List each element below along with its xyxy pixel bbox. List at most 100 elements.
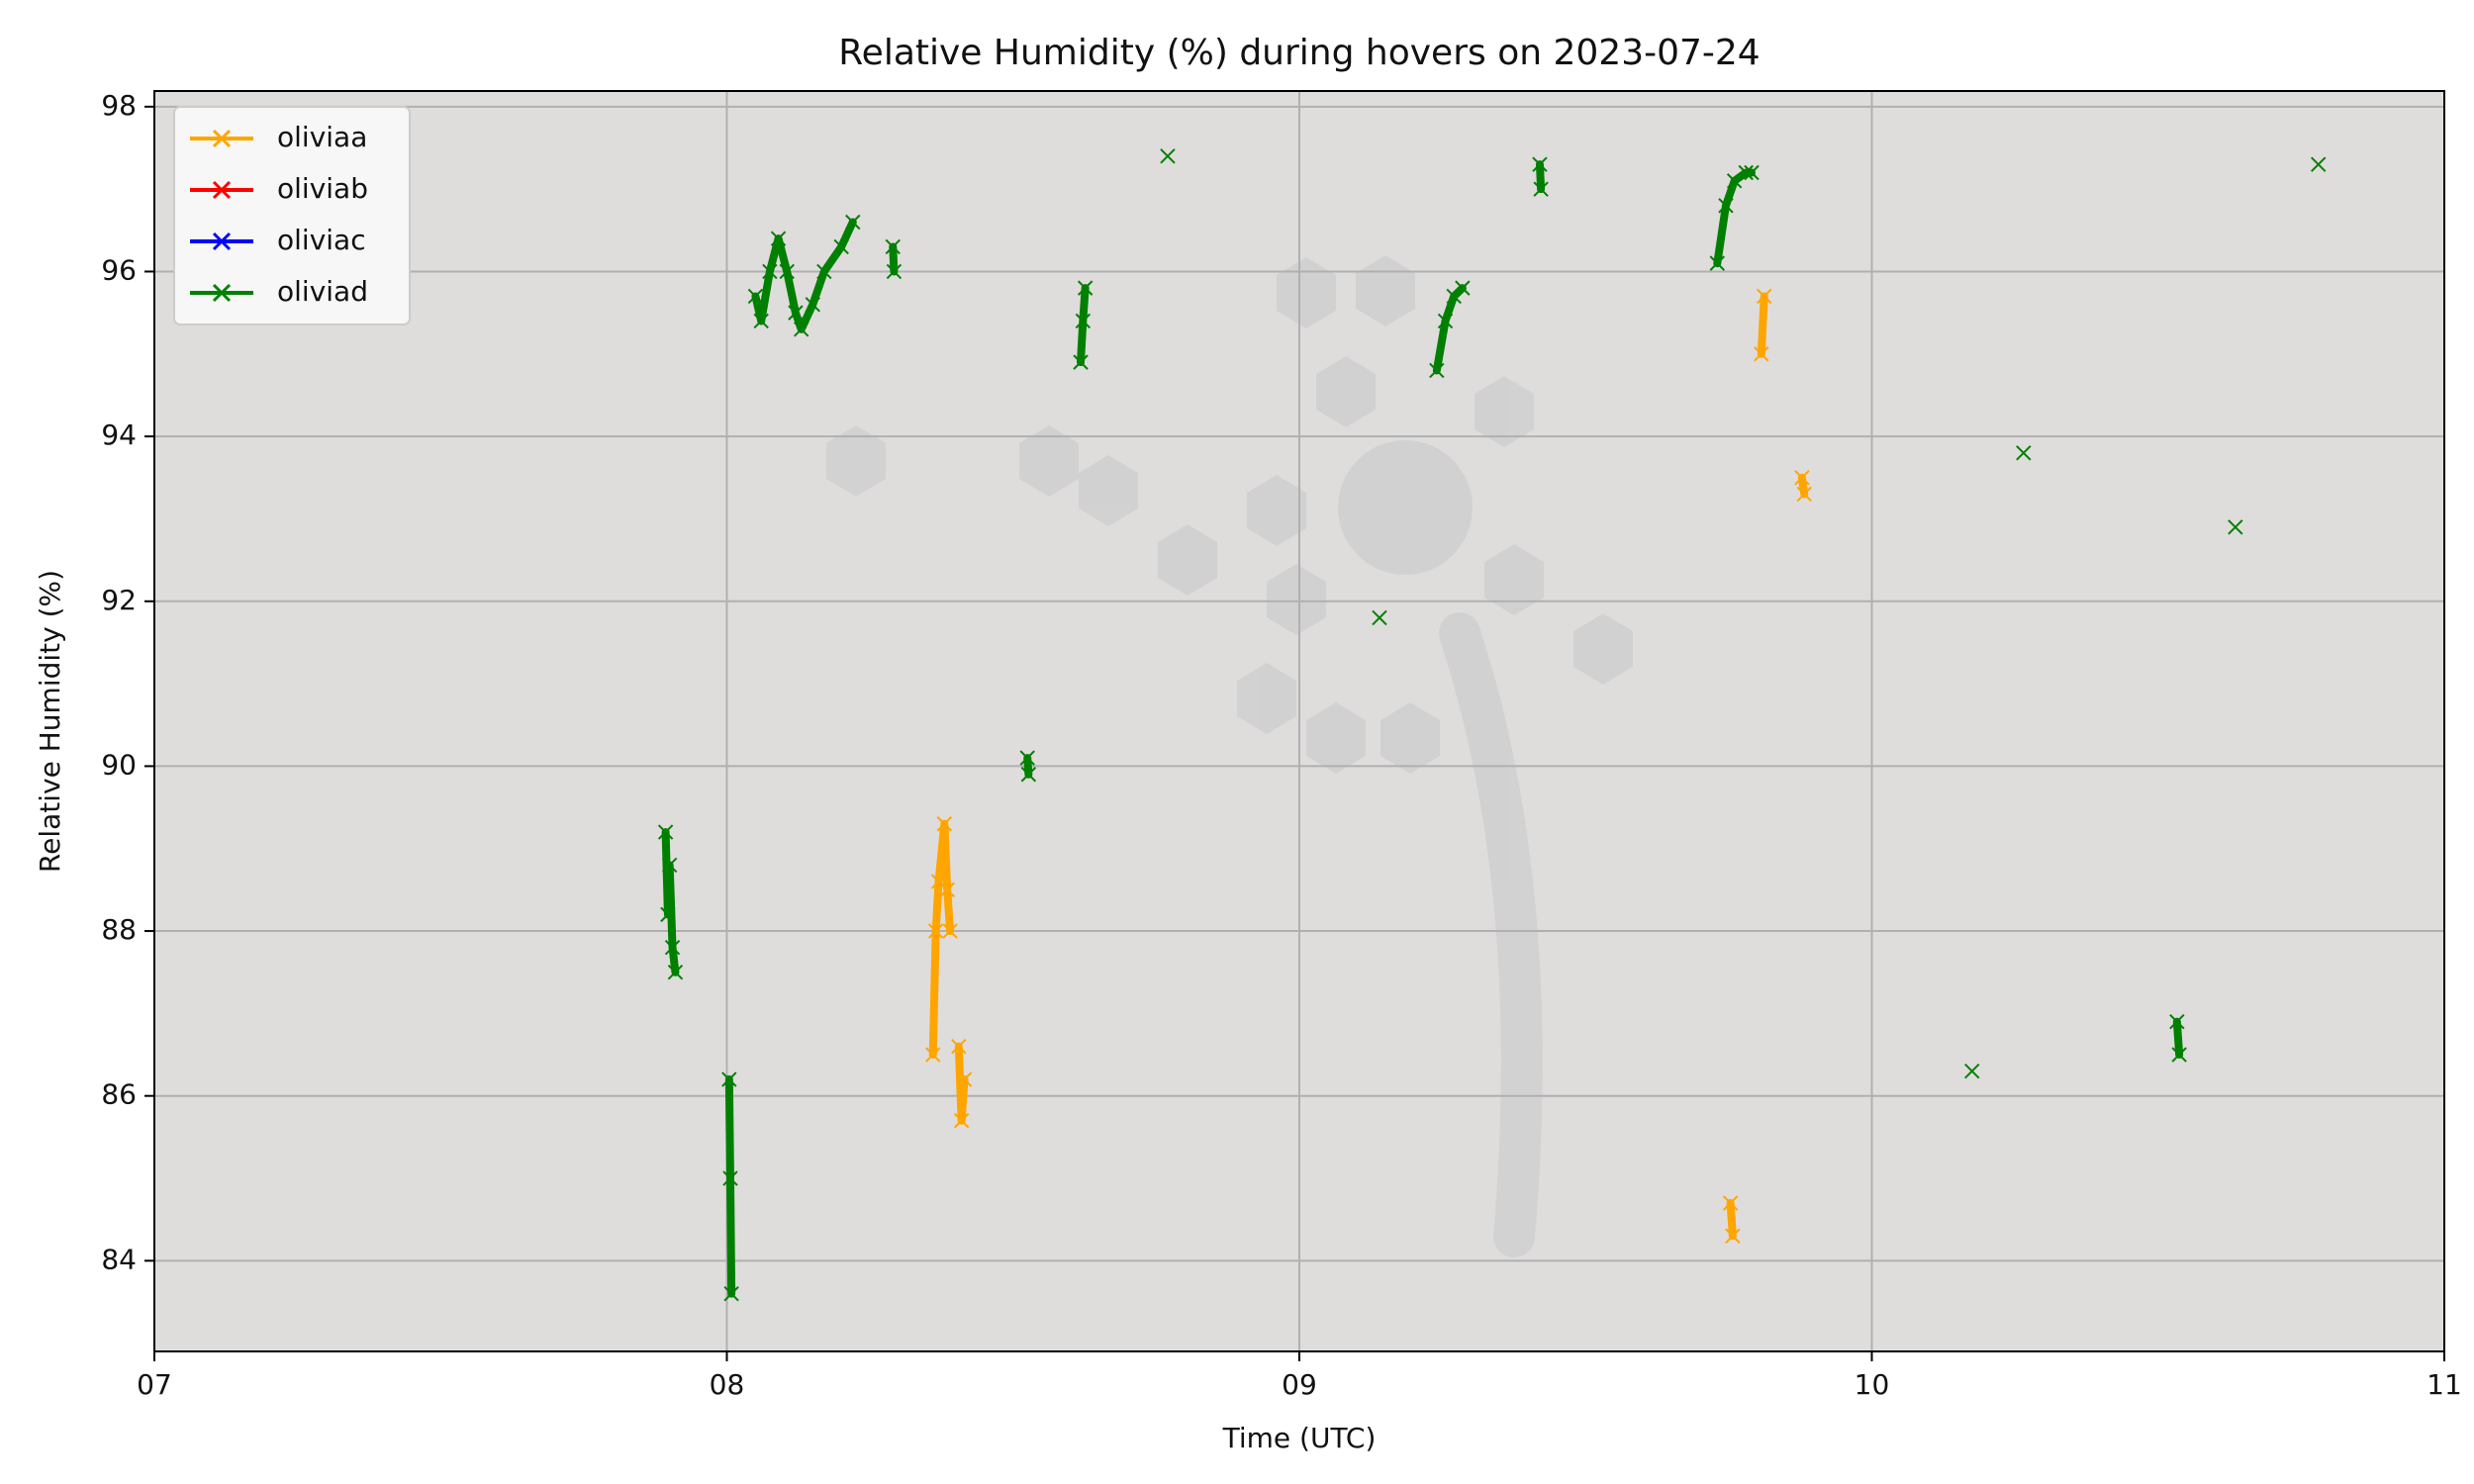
legend: oliviaa oliviab oliviac oliviad bbox=[173, 106, 411, 325]
y-tick-label: 94 bbox=[101, 418, 137, 451]
x-axis-label: Time (UTC) bbox=[1222, 1422, 1377, 1454]
series-line bbox=[1023, 754, 1033, 779]
watermark-hex bbox=[1306, 702, 1366, 774]
marker bbox=[942, 923, 958, 939]
marker bbox=[1533, 181, 1549, 197]
legend-label: oliviad bbox=[277, 275, 368, 308]
watermark-hex bbox=[1158, 524, 1217, 596]
marker bbox=[770, 231, 787, 246]
x-tick-label: 07 bbox=[137, 1368, 172, 1401]
y-axis-label: Relative Humidity (%) bbox=[34, 570, 66, 873]
marker bbox=[2228, 519, 2243, 535]
marker bbox=[788, 305, 804, 321]
marker bbox=[2311, 156, 2327, 172]
marker bbox=[1757, 288, 1772, 305]
marker bbox=[805, 297, 820, 313]
marker bbox=[939, 881, 955, 898]
y-tick-label: 86 bbox=[101, 1078, 137, 1111]
watermark-stem bbox=[1439, 612, 1543, 1257]
marker bbox=[762, 263, 778, 280]
marker bbox=[793, 322, 809, 337]
watermark-hex bbox=[1247, 475, 1306, 546]
marker bbox=[2171, 1047, 2187, 1063]
watermark-hex bbox=[1237, 663, 1296, 734]
marker bbox=[212, 180, 232, 200]
marker bbox=[747, 288, 764, 305]
legend-box bbox=[173, 106, 411, 325]
series-line bbox=[1797, 473, 1809, 499]
watermark-hex bbox=[826, 425, 886, 497]
marker bbox=[936, 816, 953, 832]
legend-label: oliviab bbox=[277, 172, 368, 205]
marker bbox=[1794, 470, 1810, 486]
watermark-hex bbox=[1019, 425, 1079, 497]
marker bbox=[212, 283, 232, 303]
marker bbox=[1718, 198, 1734, 214]
marker bbox=[1160, 148, 1176, 164]
marker bbox=[925, 1047, 941, 1063]
marker bbox=[667, 965, 684, 980]
y-tick-label: 92 bbox=[101, 584, 137, 616]
marker bbox=[951, 1039, 967, 1055]
watermark-circle bbox=[1338, 440, 1473, 575]
series-line bbox=[1535, 160, 1546, 194]
marker bbox=[1019, 750, 1035, 766]
marker bbox=[657, 824, 674, 840]
marker bbox=[1020, 767, 1037, 783]
watermark-hex bbox=[1079, 455, 1138, 526]
series-line bbox=[928, 819, 955, 1060]
marker bbox=[953, 1112, 970, 1129]
x-tick-label: 08 bbox=[710, 1368, 745, 1401]
marker bbox=[1532, 156, 1548, 172]
series-line bbox=[1726, 1199, 1737, 1241]
marker bbox=[2016, 445, 2032, 461]
y-tick-label: 98 bbox=[101, 89, 137, 122]
marker bbox=[845, 214, 861, 231]
watermark-hex bbox=[1573, 613, 1633, 685]
marker bbox=[723, 1285, 739, 1302]
watermark bbox=[826, 255, 1633, 1257]
marker bbox=[779, 263, 795, 280]
marker bbox=[886, 263, 903, 280]
x-tick-label: 10 bbox=[1855, 1368, 1890, 1401]
marker bbox=[721, 1071, 737, 1087]
marker bbox=[833, 238, 849, 255]
x-tick-label: 09 bbox=[1282, 1368, 1317, 1401]
marker bbox=[664, 940, 681, 956]
marker bbox=[1437, 313, 1454, 329]
x-tick-label: 11 bbox=[2426, 1368, 2462, 1401]
marker bbox=[753, 313, 769, 329]
marker bbox=[1726, 173, 1743, 189]
marker bbox=[722, 1170, 738, 1186]
series-line bbox=[1757, 292, 1768, 358]
marker bbox=[1077, 280, 1094, 296]
watermark-hex bbox=[1475, 376, 1534, 447]
marker bbox=[212, 232, 232, 251]
series-line bbox=[1077, 284, 1090, 367]
marker bbox=[1709, 255, 1726, 271]
watermark-hex bbox=[1356, 255, 1415, 326]
marker bbox=[1725, 1228, 1741, 1245]
watermark-hex bbox=[1316, 356, 1376, 427]
plot-frame bbox=[153, 90, 2445, 1352]
legend-label: oliviaa bbox=[277, 121, 367, 153]
plot-area: 07 08 09 10 11 84 86 88 90 92 94 96 98 bbox=[101, 89, 2461, 1401]
marker bbox=[1796, 486, 1812, 503]
watermark-hex bbox=[1380, 702, 1440, 774]
marker bbox=[2169, 1014, 2185, 1030]
marker bbox=[1372, 609, 1387, 626]
marker bbox=[1455, 280, 1471, 296]
marker bbox=[956, 1071, 973, 1087]
marker bbox=[1744, 164, 1760, 181]
marker bbox=[1429, 362, 1445, 379]
watermark-hex bbox=[1484, 544, 1544, 615]
marker bbox=[1722, 1195, 1739, 1211]
marker bbox=[660, 906, 676, 923]
watermark-hex bbox=[1267, 564, 1326, 635]
series-line bbox=[889, 242, 899, 276]
y-tick-label: 90 bbox=[101, 748, 137, 781]
marker bbox=[661, 857, 678, 874]
marker bbox=[212, 129, 232, 148]
series-line bbox=[2172, 1017, 2184, 1060]
